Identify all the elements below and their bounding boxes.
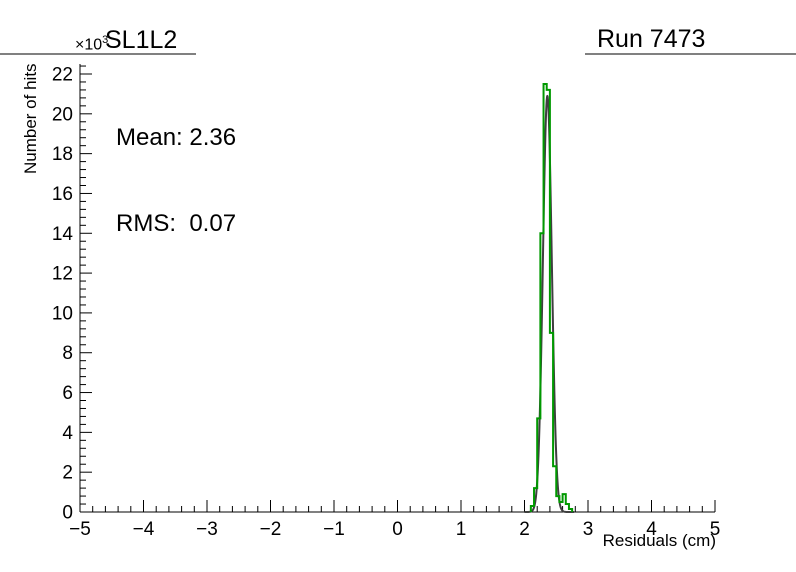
- x-tick-label: −2: [260, 519, 282, 540]
- stat-mean: Mean: 2.36: [116, 123, 237, 151]
- x-tick-label: 0: [392, 519, 403, 540]
- stat-rms: RMS: 0.07: [116, 209, 237, 237]
- y-tick-label: 14: [52, 224, 74, 245]
- y-tick-label: 10: [52, 303, 73, 324]
- x-tick-label: −1: [323, 519, 345, 540]
- x-tick-label: 1: [456, 519, 467, 540]
- y-tick-label: 6: [62, 383, 73, 404]
- y-tick-label: 20: [52, 104, 73, 125]
- y-tick-label: 8: [62, 343, 73, 364]
- x-axis-label: Residuals (cm): [602, 531, 716, 550]
- x-tick-label: −3: [196, 519, 218, 540]
- y-tick-label: 4: [62, 423, 73, 444]
- x-tick-label: −4: [133, 519, 155, 540]
- y-tick-label: 12: [52, 264, 73, 285]
- run-label: Run 7473: [597, 25, 706, 53]
- x-tick-label: 3: [583, 519, 594, 540]
- x-tick-label: 4: [646, 519, 657, 540]
- y-tick-label: 2: [62, 463, 73, 484]
- residuals-histogram-path: [529, 82, 574, 512]
- y-scale-multiplier: ×103: [75, 34, 108, 54]
- x-tick-label: 5: [710, 519, 721, 540]
- scale-base: ×10: [75, 36, 103, 54]
- scale-exponent: 3: [102, 34, 109, 46]
- x-tick-label: 2: [519, 519, 530, 540]
- stats-box: Mean: 2.36 RMS: 0.07: [116, 72, 236, 297]
- y-tick-label: 18: [52, 144, 73, 165]
- y-tick-label: 16: [52, 184, 73, 205]
- x-tick-label: −5: [69, 519, 91, 540]
- y-tick-label: 22: [52, 65, 73, 86]
- plot-title: SL1L2: [105, 26, 178, 54]
- y-axis-label: Number of hits: [21, 63, 40, 174]
- y-tick-label: 0: [62, 503, 73, 524]
